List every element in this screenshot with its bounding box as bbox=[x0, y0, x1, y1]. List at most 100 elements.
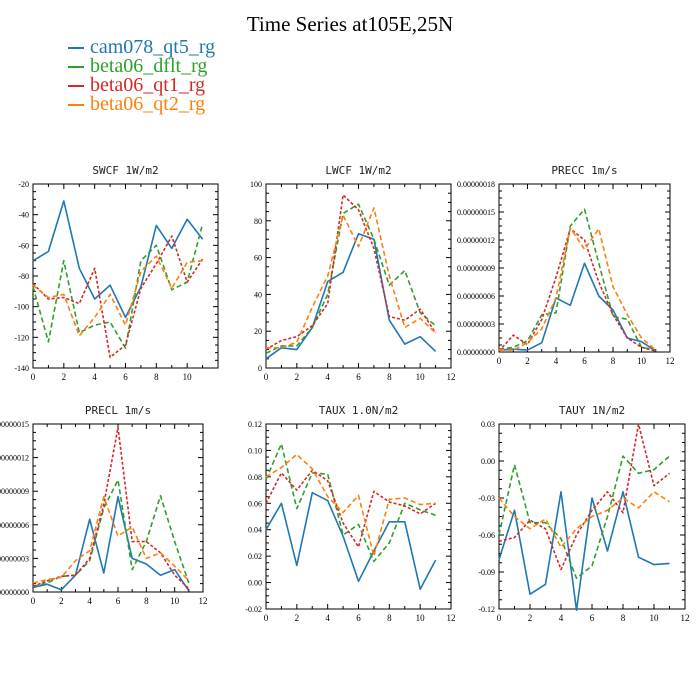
y-tick-label: 0.00 bbox=[481, 457, 495, 466]
legend-label: cam078_qt5_rg bbox=[90, 36, 216, 58]
y-tick-label: 0.00000003 bbox=[457, 320, 495, 329]
y-tick-label: 0.00000012 bbox=[457, 236, 495, 245]
y-tick-label: 80 bbox=[254, 217, 262, 226]
legend-swatch bbox=[68, 84, 84, 87]
series-line bbox=[498, 455, 671, 580]
plot-frame bbox=[32, 423, 204, 593]
y-tick-label: 0.000000009 bbox=[0, 487, 29, 496]
x-tick-label: 4 bbox=[325, 372, 330, 382]
y-tick-label: 0.00000015 bbox=[457, 208, 495, 217]
y-tick-label: 0.04 bbox=[248, 526, 262, 535]
x-tick-label: 6 bbox=[590, 613, 595, 623]
legend-label: beta06_dflt_rg bbox=[90, 55, 208, 77]
y-tick-label: 0.00000018 bbox=[457, 180, 495, 189]
x-tick-label: 12 bbox=[666, 356, 675, 366]
y-tick-label: 0.000000012 bbox=[0, 454, 29, 463]
y-tick-label: 0.00000009 bbox=[457, 264, 495, 273]
x-tick-label: 6 bbox=[356, 372, 361, 382]
y-tick-label: -140 bbox=[14, 364, 29, 373]
x-tick-label: 4 bbox=[554, 356, 559, 366]
series-line bbox=[498, 490, 670, 549]
x-tick-label: 12 bbox=[681, 613, 690, 623]
series-line bbox=[499, 227, 657, 351]
y-tick-label: 0 bbox=[258, 364, 262, 373]
x-tick-label: 10 bbox=[416, 372, 426, 382]
series-line bbox=[32, 223, 204, 349]
y-tick-label: -80 bbox=[18, 272, 29, 281]
chart-panel: TAUY 1N/m2 0 2 4 6 8 10 12 -0.12 -0.09 -0.06 -0.03 0… bbox=[478, 404, 689, 623]
series-line bbox=[32, 495, 190, 584]
chart-panel: SWCF 1W/m2 0 2 4 6 8 10 -140 -120 -100 -80 -60 -40 -2… bbox=[14, 164, 219, 382]
legend-entry: beta06_qt2_rg bbox=[68, 93, 215, 115]
panel-title: PRECC 1m/s bbox=[551, 164, 617, 177]
legend-swatch bbox=[68, 103, 84, 106]
series-line bbox=[32, 255, 203, 337]
x-tick-label: 2 bbox=[59, 596, 64, 606]
legend: cam078_qt5_rg beta06_dflt_rg beta06_qt1_… bbox=[68, 36, 216, 115]
y-tick-label: 0.00000006 bbox=[457, 292, 495, 301]
x-tick-label: 8 bbox=[621, 613, 626, 623]
figure-title: Time Series at105E,25N bbox=[246, 12, 454, 36]
y-tick-label: 60 bbox=[254, 254, 262, 263]
y-tick-label: 0.08 bbox=[248, 473, 262, 482]
y-tick-label: -0.02 bbox=[245, 605, 262, 614]
series-line bbox=[265, 194, 437, 351]
series-line bbox=[265, 232, 437, 360]
series-line bbox=[265, 469, 437, 548]
x-tick-label: 2 bbox=[62, 372, 67, 382]
y-tick-label: 0.000000006 bbox=[0, 521, 29, 530]
y-tick-label: -0.03 bbox=[478, 494, 495, 503]
y-tick-label: 0.00 bbox=[248, 579, 262, 588]
y-tick-label: 0.03 bbox=[481, 420, 495, 429]
y-tick-label: -20 bbox=[18, 180, 29, 189]
y-tick-label: -60 bbox=[18, 241, 29, 250]
panel-title: SWCF 1W/m2 bbox=[92, 164, 158, 177]
legend-label: beta06_qt1_rg bbox=[90, 74, 206, 96]
x-tick-label: 0 bbox=[264, 613, 269, 623]
x-tick-label: 12 bbox=[447, 372, 456, 382]
legend-swatch bbox=[68, 46, 84, 49]
x-tick-label: 4 bbox=[559, 613, 564, 623]
x-tick-label: 2 bbox=[295, 372, 300, 382]
legend-entry: beta06_dflt_rg bbox=[68, 55, 215, 77]
y-tick-label: 0.000000015 bbox=[0, 420, 29, 429]
legend-entry: cam078_qt5_rg bbox=[68, 36, 216, 58]
series-line bbox=[498, 228, 657, 352]
y-tick-label: -100 bbox=[14, 303, 29, 312]
x-tick-label: 4 bbox=[87, 596, 92, 606]
panel-title: PRECL 1m/s bbox=[85, 404, 151, 417]
x-tick-label: 0 bbox=[497, 356, 502, 366]
chart-panel: TAUX 1.0N/m2 0 2 4 6 8 10 12 -0.02 0.00 0.02 0.04 0.… bbox=[245, 404, 455, 623]
x-tick-label: 0 bbox=[31, 596, 36, 606]
series-line bbox=[32, 200, 204, 319]
x-tick-label: 8 bbox=[154, 372, 159, 382]
x-tick-label: 6 bbox=[356, 613, 361, 623]
x-tick-label: 2 bbox=[528, 613, 533, 623]
x-tick-label: 6 bbox=[582, 356, 587, 366]
legend-label: beta06_qt2_rg bbox=[90, 93, 206, 115]
series-line bbox=[266, 207, 437, 349]
legend-swatch bbox=[68, 65, 84, 68]
series-line bbox=[498, 262, 657, 352]
x-tick-label: 8 bbox=[611, 356, 616, 366]
x-tick-label: 10 bbox=[183, 372, 193, 382]
x-tick-label: 2 bbox=[525, 356, 530, 366]
x-tick-label: 10 bbox=[650, 613, 660, 623]
x-tick-label: 10 bbox=[416, 613, 426, 623]
y-tick-label: 40 bbox=[254, 290, 262, 299]
x-tick-label: 0 bbox=[31, 372, 36, 382]
y-tick-label: 20 bbox=[254, 327, 262, 336]
series-line bbox=[265, 203, 437, 355]
y-tick-label: 0.06 bbox=[248, 499, 262, 508]
x-tick-label: 12 bbox=[447, 613, 456, 623]
x-tick-label: 8 bbox=[387, 372, 392, 382]
series-line bbox=[32, 495, 190, 592]
series-line bbox=[498, 208, 656, 351]
x-tick-label: 8 bbox=[387, 613, 392, 623]
y-tick-label: 0.12 bbox=[248, 420, 262, 429]
panel-title: LWCF 1W/m2 bbox=[325, 164, 391, 177]
x-tick-label: 2 bbox=[295, 613, 300, 623]
